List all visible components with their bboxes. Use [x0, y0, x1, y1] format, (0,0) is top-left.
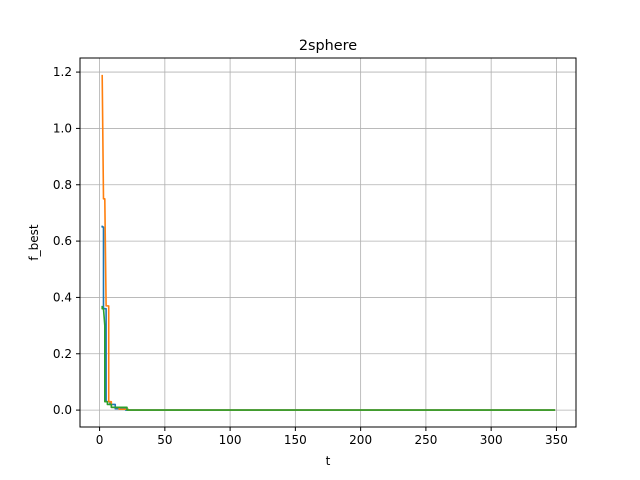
x-tick-label: 250: [414, 433, 437, 447]
x-tick-label: 50: [157, 433, 172, 447]
x-tick-label: 100: [219, 433, 242, 447]
y-tick-label: 0.0: [53, 403, 72, 417]
series-line-2: [101, 74, 556, 411]
y-tick-label: 0.2: [53, 347, 72, 361]
x-axis-ticks: 0 50 100 150 200 250 300 350: [96, 427, 568, 447]
x-tick-label: 0: [96, 433, 104, 447]
y-tick-label: 1.2: [53, 65, 72, 79]
x-tick-label: 350: [545, 433, 568, 447]
chart-title: 2sphere: [299, 38, 357, 54]
plot-frame: [79, 57, 577, 428]
x-tick-label: 150: [284, 433, 307, 447]
y-tick-label: 0.8: [53, 178, 72, 192]
y-axis-ticks: 0.0 0.2 0.4 0.6 0.8 1.0 1.2: [53, 65, 80, 417]
series-layer: [101, 74, 556, 411]
y-tick-label: 1.0: [53, 121, 72, 135]
series-line-3: [101, 305, 556, 411]
y-tick-label: 0.6: [53, 234, 72, 248]
x-tick-label: 200: [349, 433, 372, 447]
y-axis-label: f_best: [27, 224, 41, 260]
x-tick-label: 300: [480, 433, 503, 447]
y-tick-label: 0.4: [53, 290, 72, 304]
plot-area: [80, 58, 576, 427]
x-axis-label: t: [326, 454, 331, 468]
